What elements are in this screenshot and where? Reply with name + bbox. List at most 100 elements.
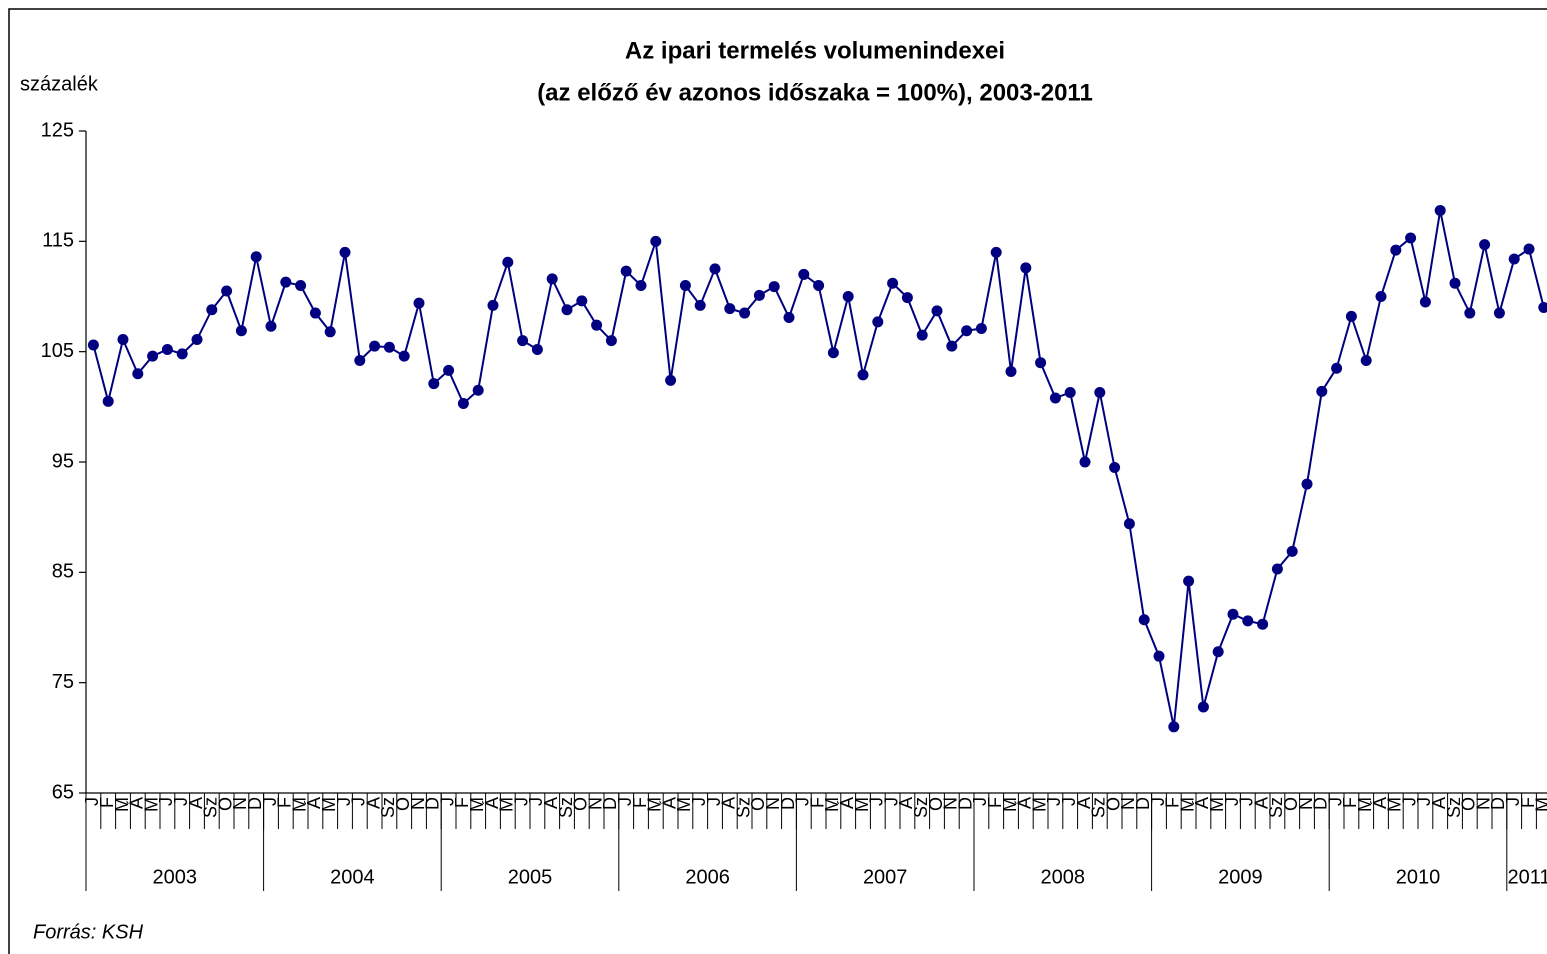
data-point xyxy=(354,354,366,366)
x-tick-label: J xyxy=(689,797,709,806)
data-point xyxy=(1123,518,1135,530)
data-point xyxy=(428,378,440,390)
data-point xyxy=(1508,253,1520,265)
data-point xyxy=(1153,650,1165,662)
year-label: 2004 xyxy=(330,866,375,888)
x-tick-label: O xyxy=(571,797,591,811)
data-point xyxy=(1168,721,1180,733)
data-point xyxy=(1523,243,1535,255)
data-point xyxy=(102,395,114,407)
year-label: 2003 xyxy=(153,866,198,888)
x-tick-label: Á xyxy=(482,797,502,809)
data-point xyxy=(517,335,529,347)
x-tick-label: J xyxy=(156,797,176,806)
data-point xyxy=(887,277,899,289)
x-tick-label: A xyxy=(186,797,206,809)
data-point xyxy=(1183,575,1195,587)
x-tick-label: O xyxy=(748,797,768,811)
data-point xyxy=(1390,244,1402,256)
x-tick-label: Á xyxy=(304,797,324,809)
x-tick-label: J xyxy=(793,797,813,806)
data-point xyxy=(383,341,395,353)
data-point xyxy=(842,291,854,302)
data-point xyxy=(398,350,410,362)
data-point xyxy=(487,299,499,311)
data-point xyxy=(961,325,973,337)
data-point xyxy=(235,325,247,337)
x-tick-label: M xyxy=(289,797,309,812)
data-point xyxy=(443,364,455,376)
x-tick-label: Sz xyxy=(1266,797,1286,818)
data-point xyxy=(280,276,292,288)
x-tick-label: O xyxy=(1281,797,1301,811)
data-point xyxy=(250,251,262,263)
x-tick-label: J xyxy=(260,797,280,806)
x-tick-label: N xyxy=(585,797,605,810)
data-point xyxy=(1419,296,1431,308)
y-tick-label: 65 xyxy=(52,781,74,803)
x-tick-label: M xyxy=(1533,797,1547,812)
data-point xyxy=(709,263,721,275)
data-point xyxy=(931,305,943,317)
x-tick-label: O xyxy=(926,797,946,811)
x-tick-label: J xyxy=(526,797,546,806)
data-point xyxy=(1242,615,1254,627)
data-point xyxy=(1331,362,1343,374)
data-point xyxy=(295,279,307,291)
data-point xyxy=(1464,307,1476,319)
data-point xyxy=(339,246,351,258)
data-point xyxy=(1035,357,1047,369)
year-label: 2010 xyxy=(1396,866,1441,888)
x-tick-label: O xyxy=(1459,797,1479,811)
data-point xyxy=(1079,456,1091,468)
data-point xyxy=(161,343,173,355)
chart-frame xyxy=(8,8,1547,954)
year-label: 2009 xyxy=(1218,866,1263,888)
x-tick-label: J xyxy=(1222,797,1242,806)
data-point xyxy=(1020,262,1032,274)
x-tick-label: Sz xyxy=(378,797,398,818)
x-tick-label: J xyxy=(1059,797,1079,806)
data-point xyxy=(369,340,381,352)
data-point xyxy=(309,307,321,319)
data-point xyxy=(1064,386,1076,398)
data-point xyxy=(117,334,129,346)
x-tick-label: F xyxy=(1518,797,1538,808)
data-point xyxy=(946,340,958,352)
x-tick-label: J xyxy=(881,797,901,806)
x-tick-label: M xyxy=(822,797,842,812)
x-tick-label: D xyxy=(1133,797,1153,810)
y-tick-label: 75 xyxy=(52,671,74,693)
x-tick-label: F xyxy=(1163,797,1183,808)
year-label: 2011 xyxy=(1507,866,1547,888)
x-tick-label: J xyxy=(82,797,102,806)
data-point xyxy=(739,307,751,319)
x-tick-label: O xyxy=(215,797,235,811)
x-tick-label: M xyxy=(674,797,694,812)
x-tick-label: J xyxy=(1414,797,1434,806)
x-tick-label: M xyxy=(1385,797,1405,812)
y-axis-label: százalék xyxy=(20,73,99,95)
x-tick-label: M xyxy=(319,797,339,812)
x-tick-label: J xyxy=(1399,797,1419,806)
x-tick-label: J xyxy=(1503,797,1523,806)
x-tick-label: M xyxy=(645,797,665,812)
source-note: Forrás: KSH xyxy=(33,921,144,943)
x-tick-label: Sz xyxy=(1089,797,1109,818)
x-tick-label: D xyxy=(245,797,265,810)
x-tick-label: A xyxy=(363,797,383,809)
x-tick-label: M xyxy=(467,797,487,812)
x-tick-label: Á xyxy=(127,797,147,809)
x-tick-label: Sz xyxy=(201,797,221,818)
data-point xyxy=(1538,302,1547,314)
chart-subtitle: (az előző év azonos időszaka = 100%), 20… xyxy=(537,79,1093,106)
x-tick-label: Á xyxy=(837,797,857,809)
x-tick-label: F xyxy=(985,797,1005,808)
x-tick-label: J xyxy=(1148,797,1168,806)
data-point xyxy=(1286,545,1298,557)
plot-area: 65758595105115125JFMÁMJJASzONDJFMÁMJJASz… xyxy=(41,119,1547,891)
data-point xyxy=(591,319,603,331)
x-tick-label: A xyxy=(896,797,916,809)
data-point xyxy=(1360,354,1372,366)
x-tick-label: N xyxy=(941,797,961,810)
